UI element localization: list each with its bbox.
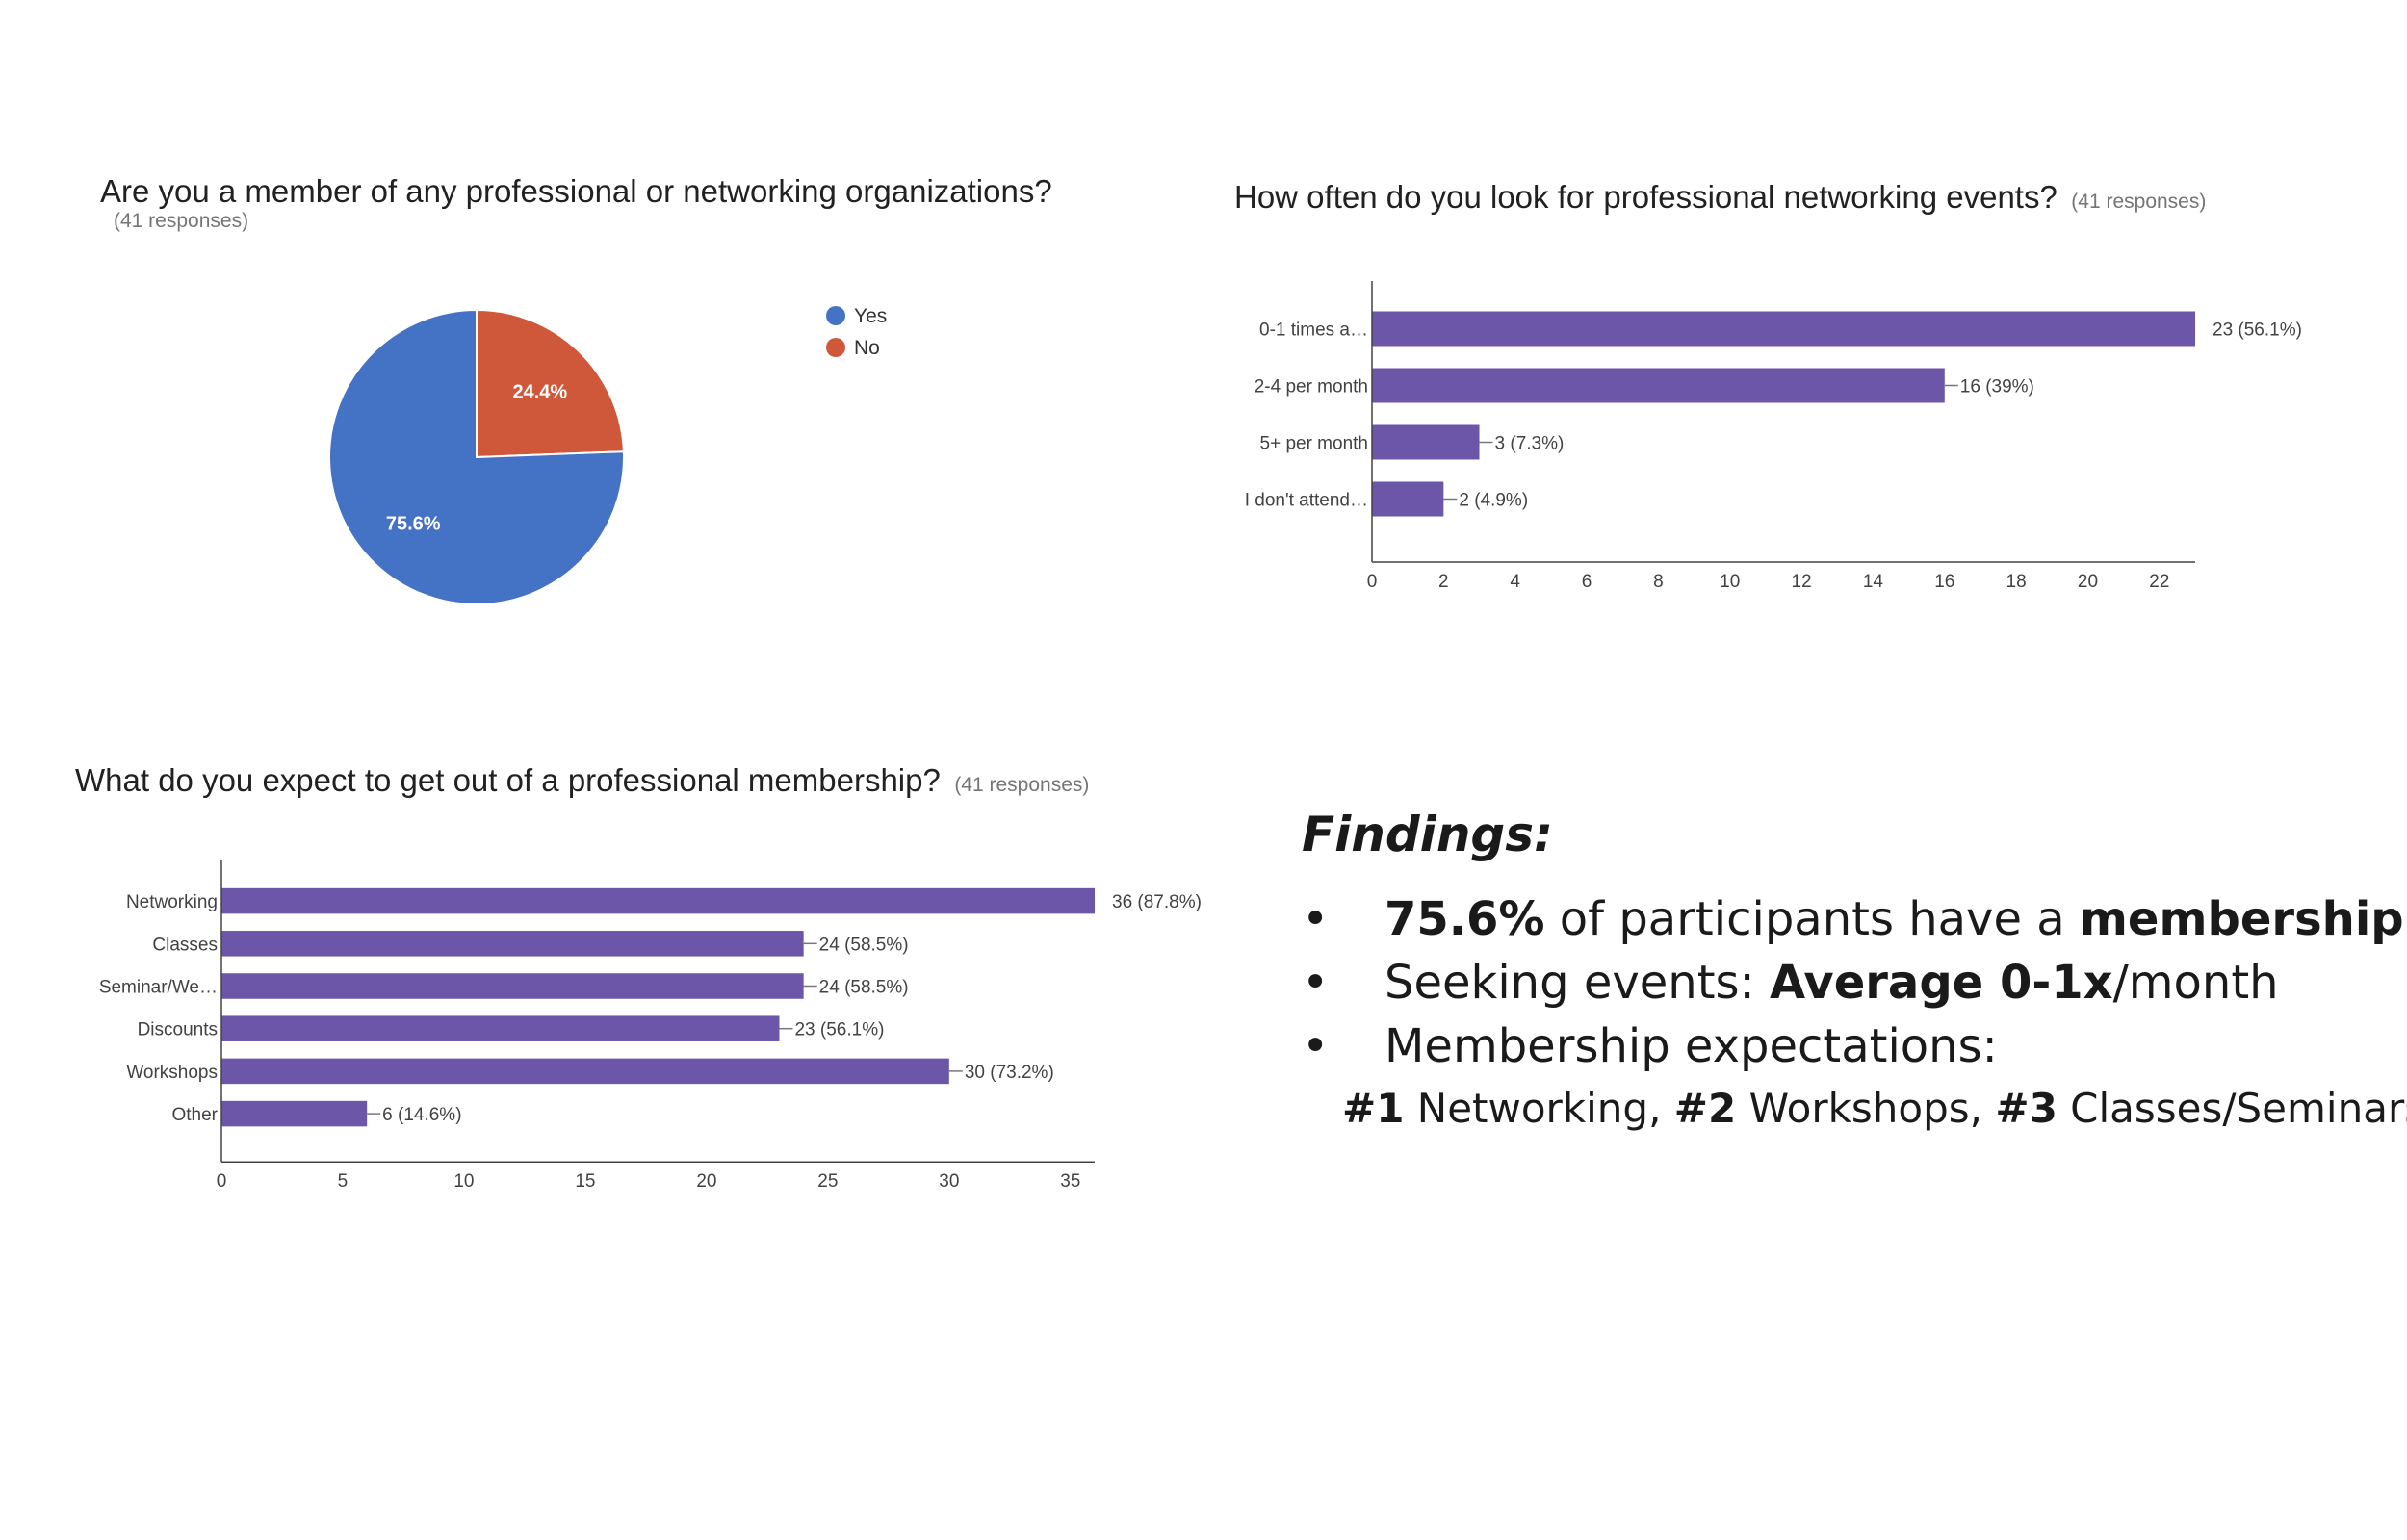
bar <box>1372 311 2195 346</box>
finding-seeking-unit: /month <box>2112 956 2279 1010</box>
value-label: 24 (58.5%) <box>819 978 909 998</box>
expectations-chart-title: What do you expect to get out of a profe… <box>75 762 941 798</box>
x-tick-label: 12 <box>1792 572 1812 587</box>
category-label: Seminar/We… <box>99 978 218 998</box>
finding-membership: • 75.6% of participants have a membershi… <box>1302 887 2404 951</box>
x-tick-label: 0 <box>1367 572 1378 587</box>
finding-seeking-average: Average 0-1x <box>1769 956 2113 1010</box>
bar <box>1372 424 1480 460</box>
pie-label-no: 24.4% <box>512 382 567 403</box>
bar <box>221 887 1095 914</box>
x-tick-label: 4 <box>1510 572 1520 587</box>
pie-slice-yes <box>328 308 625 605</box>
finding-seeking-text: Seeking events: <box>1385 956 1770 1010</box>
x-tick-label: 22 <box>2149 572 2169 587</box>
bar <box>221 1058 949 1085</box>
category-label: I don't attend… <box>1245 491 1368 511</box>
x-tick-label: 5 <box>338 1171 349 1192</box>
bar <box>1372 368 1945 403</box>
x-tick-label: 2 <box>1438 572 1449 587</box>
value-label: 3 (7.3%) <box>1495 434 1565 454</box>
legend-label-no: No <box>854 337 880 359</box>
finding-membership-text: of participants have a <box>1544 892 2080 946</box>
expectations-responses-count: (41 responses) <box>954 774 1090 796</box>
legend-swatch-no <box>826 338 845 357</box>
x-tick-label: 18 <box>2006 572 2027 587</box>
category-label: 5+ per month <box>1260 434 1369 454</box>
rank-3: #3 <box>1995 1085 2058 1132</box>
bar <box>1372 481 1444 517</box>
rank-2-text: Workshops, <box>1736 1085 1996 1132</box>
frequency-chart-title: How often do you look for professional n… <box>1234 179 2058 215</box>
value-label: 36 (87.8%) <box>1112 892 1202 912</box>
membership-pie-chart: 24.4% 75.6% Yes No <box>328 305 887 605</box>
x-tick-label: 15 <box>575 1171 595 1192</box>
membership-chart-panel: Are you a member of any professional or … <box>100 173 1052 233</box>
value-label: 2 (4.9%) <box>1459 491 1528 511</box>
bullet-icon: • <box>1302 956 1330 1010</box>
x-tick-label: 0 <box>217 1171 227 1192</box>
findings-section: Findings: • 75.6% of participants have a… <box>1302 807 2407 1140</box>
expectations-ranking: #1 Networking, #2 Workshops, #3 Classes/… <box>1302 1078 2407 1140</box>
bullet-icon: • <box>1302 1019 1330 1073</box>
value-label: 24 (58.5%) <box>819 935 909 955</box>
value-label: 23 (56.1%) <box>2213 321 2302 341</box>
finding-membership-percent: 75.6% <box>1385 892 1545 946</box>
x-tick-label: 30 <box>939 1171 959 1192</box>
x-tick-label: 20 <box>2078 572 2098 587</box>
rank-1: #1 <box>1342 1085 1405 1132</box>
x-tick-label: 6 <box>1582 572 1592 587</box>
category-label: Workshops <box>126 1063 218 1083</box>
finding-expectations: • Membership expectations: <box>1302 1014 2390 1078</box>
frequency-responses-count: (41 responses) <box>2071 191 2207 213</box>
finding-expectations-text: Membership expectations: <box>1385 1019 1998 1073</box>
membership-responses-count: (41 responses) <box>114 210 249 232</box>
legend-label-yes: Yes <box>854 305 887 327</box>
bar <box>221 931 804 957</box>
x-tick-label: 10 <box>1720 572 1740 587</box>
category-label: Networking <box>126 892 218 912</box>
bar <box>221 973 804 999</box>
frequency-bar-chart: 0-1 times a… 23 (56.1%) 2-4 per month 16 (3… <box>1245 281 2302 587</box>
value-label: 6 (14.6%) <box>382 1105 461 1125</box>
x-tick-label: 16 <box>1934 572 1954 587</box>
expectations-chart-panel: What do you expect to get out of a profe… <box>75 762 1089 799</box>
membership-chart-title: Are you a member of any professional or … <box>100 173 1052 209</box>
x-tick-label: 8 <box>1653 572 1664 587</box>
rank-2: #2 <box>1673 1085 1737 1132</box>
finding-seeking-events: • Seeking events: Average 0-1x/month <box>1302 951 2390 1014</box>
rank-1-text: Networking, <box>1404 1085 1674 1132</box>
findings-list: • 75.6% of participants have a membershi… <box>1302 887 2404 1078</box>
category-label: Other <box>171 1105 218 1125</box>
value-label: 30 (73.2%) <box>965 1063 1054 1083</box>
x-tick-label: 20 <box>696 1171 716 1192</box>
pie-slice-no <box>476 308 625 459</box>
rank-3-text: Classes/Seminars <box>2057 1085 2407 1132</box>
legend-swatch-yes <box>826 306 845 325</box>
frequency-chart-panel: How often do you look for professional n… <box>1234 179 2206 216</box>
bar <box>221 1100 368 1127</box>
value-label: 23 (56.1%) <box>794 1020 884 1040</box>
category-label: 0-1 times a… <box>1259 321 1368 341</box>
value-label: 16 (39%) <box>1960 377 2034 398</box>
x-tick-label: 14 <box>1863 572 1884 587</box>
x-tick-label: 10 <box>453 1171 474 1192</box>
bullet-icon: • <box>1302 892 1330 946</box>
finding-membership-keyword: membership <box>2079 892 2404 946</box>
expectations-bar-chart: Networking 36 (87.8%) Classes 24 (58.5%) Sem… <box>99 860 1202 1192</box>
pie-label-yes: 75.6% <box>386 513 441 534</box>
category-label: Classes <box>152 935 218 955</box>
category-label: Discounts <box>138 1020 218 1040</box>
bar <box>221 1015 780 1041</box>
findings-heading: Findings: <box>1302 807 1553 862</box>
x-tick-label: 35 <box>1060 1171 1080 1192</box>
x-tick-label: 25 <box>817 1171 838 1192</box>
category-label: 2-4 per month <box>1255 377 1368 398</box>
